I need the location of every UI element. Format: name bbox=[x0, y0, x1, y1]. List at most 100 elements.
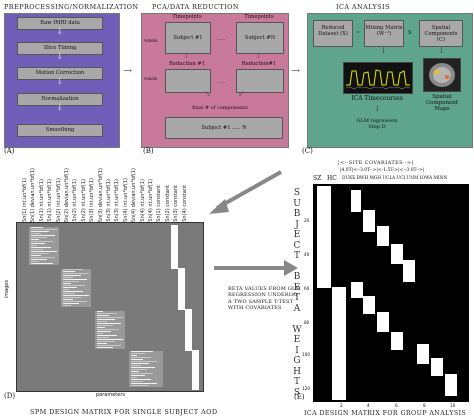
step-motion: Motion Correction bbox=[17, 67, 103, 80]
beta-text-content: Beta values from GLM regression undergo … bbox=[228, 286, 301, 311]
timecourses-label: ICA Timecourses bbox=[351, 95, 403, 102]
site-cov-label: Site Covariates bbox=[348, 160, 403, 166]
ica-ylabel-char: U bbox=[293, 198, 301, 209]
arrow-right-icon: → bbox=[291, 64, 301, 77]
panel-b-title: PCA/Data Reduction bbox=[152, 3, 239, 11]
eq: = bbox=[356, 30, 361, 36]
spm-col-labels: Sn(1) int.un*bf(1) Sn(1) devian.un*bf(1) S… bbox=[22, 158, 202, 222]
ica-xtick-4: 4 bbox=[367, 403, 370, 408]
dots2: ...... bbox=[217, 79, 225, 84]
spm-col-label: Sn(3) devian.un*bf(1) bbox=[97, 167, 104, 222]
site-cov-title: |<- Site Covariates ->| bbox=[338, 160, 414, 166]
spm-col-label: Sn(1) constant bbox=[156, 185, 163, 222]
group-box: Subject #1 ..... N bbox=[165, 117, 283, 139]
spm-col-label: Sn(2) nt.un*bf(1) bbox=[80, 179, 87, 222]
bracket-right: ->| bbox=[404, 160, 414, 166]
ica-ylabel-char: E bbox=[293, 335, 301, 345]
brain-map-icon bbox=[423, 58, 461, 92]
spatial-label: Spatial Components (C) bbox=[424, 25, 458, 43]
ica-ylabel-char: I bbox=[295, 345, 299, 356]
subject-1-box: Subject #1 bbox=[165, 22, 211, 54]
reduced-box: Reduced Dataset (X) bbox=[313, 20, 353, 47]
spm-col-label: Sn(1) nt.un*bf(1) bbox=[47, 179, 54, 222]
arrow-down-icon: ↓ bbox=[380, 46, 387, 55]
ranges-label: |4.0T|<--3.0T-->|<-1.5T->|<--3.0T-->| bbox=[340, 168, 425, 173]
timecourse-wave-icon bbox=[345, 69, 411, 90]
ica-matrix-blocks bbox=[317, 186, 457, 400]
voxels-label: voxels bbox=[144, 38, 158, 43]
spm-col-label: Sn(4) int.un*bf(1) bbox=[122, 178, 129, 222]
ica-ylabel-char: E bbox=[293, 282, 301, 293]
maps-text: Spatial Component Maps bbox=[425, 94, 459, 113]
ica-ytick-100: 100 bbox=[302, 352, 310, 357]
arrow-down-icon: ↓ bbox=[374, 104, 381, 113]
arrow-down-icon: ↓ bbox=[56, 103, 64, 113]
arrow-diagonal-icon bbox=[209, 170, 282, 214]
beta-text: Beta values from GLM regression undergo … bbox=[228, 286, 302, 311]
ica-ylabel-char: E bbox=[293, 230, 301, 240]
spm-col-label: Sn(3) nt.un*bf(1) bbox=[106, 179, 112, 222]
arrow-down-icon: ↓ bbox=[438, 46, 445, 55]
final-components: final # of components bbox=[192, 105, 248, 111]
ica-ylabel-char: T bbox=[293, 377, 300, 387]
step-raw: Raw fMRI data bbox=[17, 17, 103, 30]
bracket-left: |<- bbox=[338, 160, 347, 166]
ica-ylabel-char: B bbox=[293, 272, 301, 282]
ica-ylabel-char: H bbox=[293, 366, 301, 377]
spm-col-label: Sn(1) nt.un*bf(1) bbox=[38, 179, 45, 222]
panel-a-letter: (A) bbox=[4, 147, 15, 155]
spm-matrix-blocks bbox=[29, 225, 199, 390]
spm-col-label: Sn(2) constant bbox=[164, 185, 171, 222]
ica-ylabel-char bbox=[291, 314, 303, 325]
ica-ytick-20: 20 bbox=[304, 218, 310, 223]
spatial-box: Spatial Components (C) bbox=[419, 20, 463, 47]
spm-xlabel: parameters bbox=[96, 392, 126, 398]
tp2: Timepoints bbox=[244, 14, 274, 20]
spm-design-matrix bbox=[16, 222, 204, 392]
dots1: ...... bbox=[217, 36, 225, 41]
ica-ytick-80: 80 bbox=[304, 320, 310, 325]
panel-e-letter: (E) bbox=[294, 393, 305, 401]
step-normalization: Normalization bbox=[17, 93, 103, 106]
ica-design-matrix bbox=[313, 184, 469, 402]
ica-ylabel-char: C bbox=[293, 240, 301, 251]
arrow-down-icon: ↓ bbox=[255, 51, 262, 60]
panel-a-title: Preprocessing/Normalization bbox=[4, 3, 139, 11]
ica-xtick-8: 8 bbox=[423, 403, 426, 408]
maps-label: Spatial Component Maps bbox=[418, 94, 466, 112]
ica-xtick-2: 2 bbox=[340, 403, 343, 408]
tp1: Timepoints bbox=[172, 14, 202, 20]
spm-col-label: Sn(3) constant bbox=[173, 185, 180, 222]
arrow-diag-icon: ↘ bbox=[204, 89, 211, 98]
sz-label: SZ bbox=[313, 175, 322, 182]
ica-ylabel-char: B bbox=[293, 209, 301, 219]
arrow-down-icon: ↓ bbox=[56, 27, 64, 37]
spm-col-label: Sn(4) nt.un*bf(1) bbox=[148, 179, 154, 222]
ica-ylabel-char: T bbox=[293, 293, 300, 303]
arrow-down-icon: ↓ bbox=[56, 52, 64, 62]
arrow-right-icon: → bbox=[123, 64, 133, 77]
spm-col-label: Sn(4) constant bbox=[181, 185, 188, 222]
spm-ylabel: images bbox=[4, 280, 10, 299]
ica-ylabel-char: J bbox=[295, 219, 299, 230]
ica-ylabel-char: S bbox=[293, 387, 301, 398]
glm-text: GLM regression Step D bbox=[356, 118, 398, 130]
step-smoothing: Smoothing bbox=[17, 124, 103, 137]
spm-col-label: Sn(1) int.un*bf(1) bbox=[22, 178, 28, 222]
ica-xtick-6: 6 bbox=[395, 403, 398, 408]
spm-col-label: Sn(2) int.un*bf(1) bbox=[55, 178, 62, 222]
reduced-label: Reduced Dataset (X) bbox=[318, 25, 348, 37]
mixing-box: Mixing Matrix (W⁻¹) bbox=[364, 20, 404, 47]
reduction-box-n bbox=[236, 69, 284, 93]
ica-ylabel-char: A bbox=[293, 303, 301, 314]
hc-label: HC bbox=[327, 175, 337, 182]
ica-ylabel-char: G bbox=[293, 356, 301, 366]
spm-caption: SPM Design Matrix for Single Subject AOD bbox=[30, 408, 218, 416]
glm-label: GLM regression Step D bbox=[352, 118, 402, 131]
ica-xtick-10: 10 bbox=[450, 403, 456, 408]
mixing-label: Mixing Matrix (W⁻¹) bbox=[365, 25, 403, 37]
reduction-box-1 bbox=[165, 69, 211, 93]
step-slice: Slice Timing bbox=[17, 42, 103, 55]
spm-col-label: Sn(2) nt.un*bf(1) bbox=[72, 179, 79, 222]
